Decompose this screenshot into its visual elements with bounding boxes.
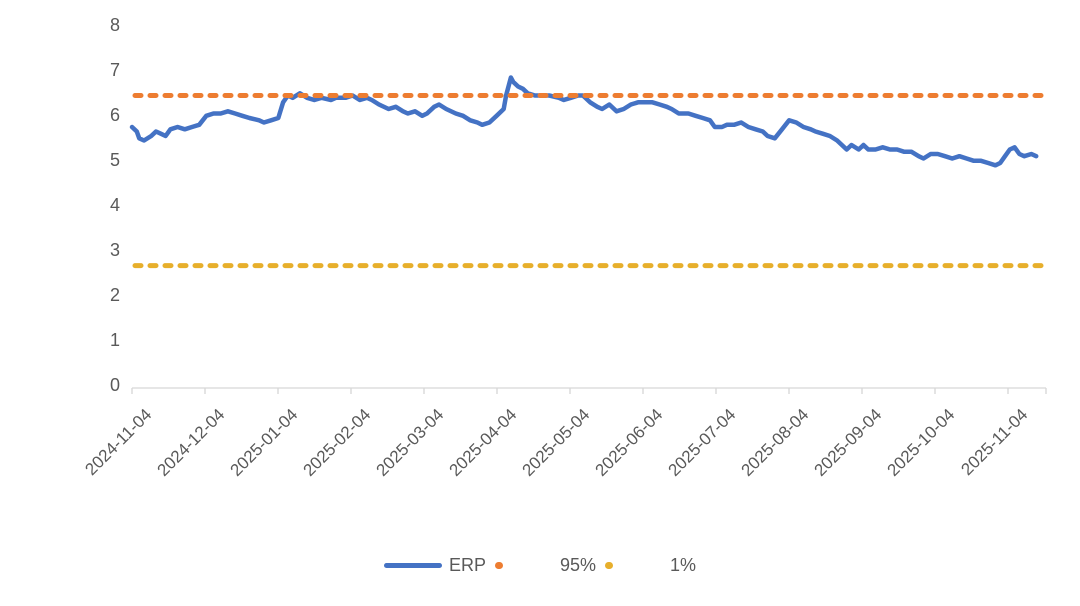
p1-swatch-area (605, 561, 663, 569)
y-axis-tick-label: 5 (109, 150, 120, 170)
y-axis-tick-label: 3 (109, 240, 120, 260)
y-axis-tick-label: 1 (109, 330, 120, 350)
y-axis-tick-label: 0 (109, 375, 120, 395)
legend-item-1[interactable]: 1% (605, 555, 696, 576)
y-axis-tick-label: 6 (109, 105, 120, 125)
y-axis-tick-label: 7 (109, 60, 120, 80)
p95-dash-swatch (494, 561, 503, 569)
erp-series-line (129, 75, 1039, 168)
p1-legend-label: 1% (670, 554, 697, 575)
y-axis-tick-label: 8 (109, 15, 120, 35)
legend-item-95[interactable]: 95% (494, 554, 597, 576)
legend-item-erp[interactable]: ERP (383, 554, 486, 576)
erp-line-swatch (383, 562, 442, 568)
erp-legend-label: ERP (448, 554, 486, 575)
p1-dash-swatch (605, 561, 614, 569)
y-axis-tick-label: 4 (109, 195, 120, 215)
p95-swatch-area (494, 561, 553, 569)
legend: ERP 95% 1% (0, 552, 1080, 578)
y-axis-tick-label: 2 (109, 285, 120, 305)
p95-legend-label: 95% (559, 554, 597, 575)
